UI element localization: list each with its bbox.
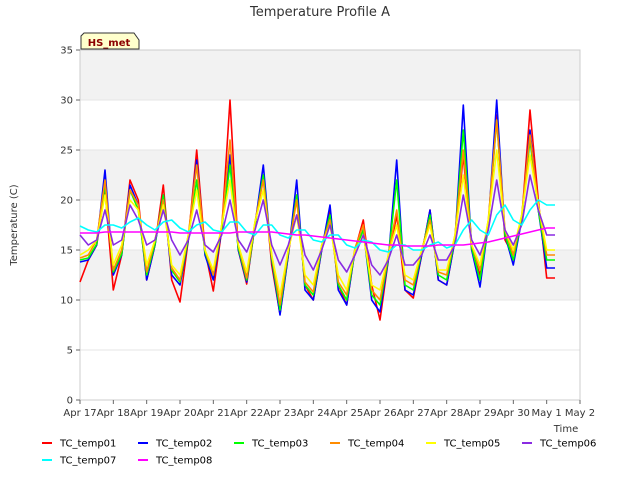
legend-label: TC_temp05: [443, 439, 500, 450]
y-tick-label: 15: [60, 246, 73, 257]
y-tick-label: 20: [60, 196, 73, 207]
y-tick-label: 5: [67, 346, 73, 357]
x-tick-label: May 2: [565, 408, 595, 419]
legend-label: TC_temp02: [155, 439, 212, 450]
band-1: [80, 150, 580, 200]
y-axis-title: Temperature (C): [9, 184, 20, 266]
x-tick-label: Apr 28: [430, 408, 463, 419]
series-layer: [79, 99, 555, 321]
badge-label: HS_met: [88, 38, 131, 49]
x-tick-label: Apr 18: [97, 408, 130, 419]
x-tick-label: Apr 30: [497, 408, 530, 419]
background-bands: [80, 50, 580, 300]
y-axis-ticks: 0 5 10 15 20 25 30 35: [60, 46, 80, 407]
x-tick-label: May 1: [532, 408, 562, 419]
x-tick-label: Apr 19: [130, 408, 163, 419]
x-tick-label: Apr 23: [263, 408, 296, 419]
x-tick-label: Apr 29: [463, 408, 496, 419]
x-tick-label: Apr 17: [63, 408, 96, 419]
x-tick-label: Apr 26: [363, 408, 396, 419]
legend-label: TC_temp07: [59, 456, 116, 467]
station-badge: HS_met: [80, 32, 140, 50]
y-tick-label: 10: [60, 296, 73, 307]
x-tick-label: Apr 25: [330, 408, 363, 419]
plot-frame: [79, 49, 581, 401]
legend-label: TC_temp01: [59, 439, 116, 450]
legend-label: TC_temp08: [155, 456, 212, 467]
y-tick-label: 30: [60, 96, 73, 107]
series-line-tc_temp08: [80, 227, 555, 247]
series-line-tc_temp07: [79, 199, 555, 253]
x-axis-ticks: Apr 17 Apr 18 Apr 19 Apr 20 Apr 21 Apr 22 Apr …: [63, 400, 595, 419]
legend-label: TC_temp03: [251, 439, 308, 450]
legend: TC_temp01 TC_temp02 TC_temp03 TC_temp04 TC_t…: [42, 439, 596, 467]
x-tick-label: Apr 21: [197, 408, 230, 419]
x-tick-label: Apr 20: [163, 408, 196, 419]
y-tick-label: 25: [60, 146, 73, 157]
chart-title: Temperature Profile A: [249, 5, 390, 20]
y-tick-label: 0: [67, 396, 73, 407]
x-tick-label: Apr 24: [297, 408, 330, 419]
legend-label: TC_temp04: [347, 439, 404, 450]
x-tick-label: Apr 27: [397, 408, 430, 419]
band-2: [80, 50, 580, 100]
x-tick-label: Apr 22: [230, 408, 263, 419]
band-0: [80, 250, 580, 300]
x-axis-title: Time: [553, 424, 578, 435]
legend-label: TC_temp06: [539, 439, 596, 450]
badge-shape: [80, 32, 140, 50]
y-tick-label: 35: [60, 46, 73, 57]
